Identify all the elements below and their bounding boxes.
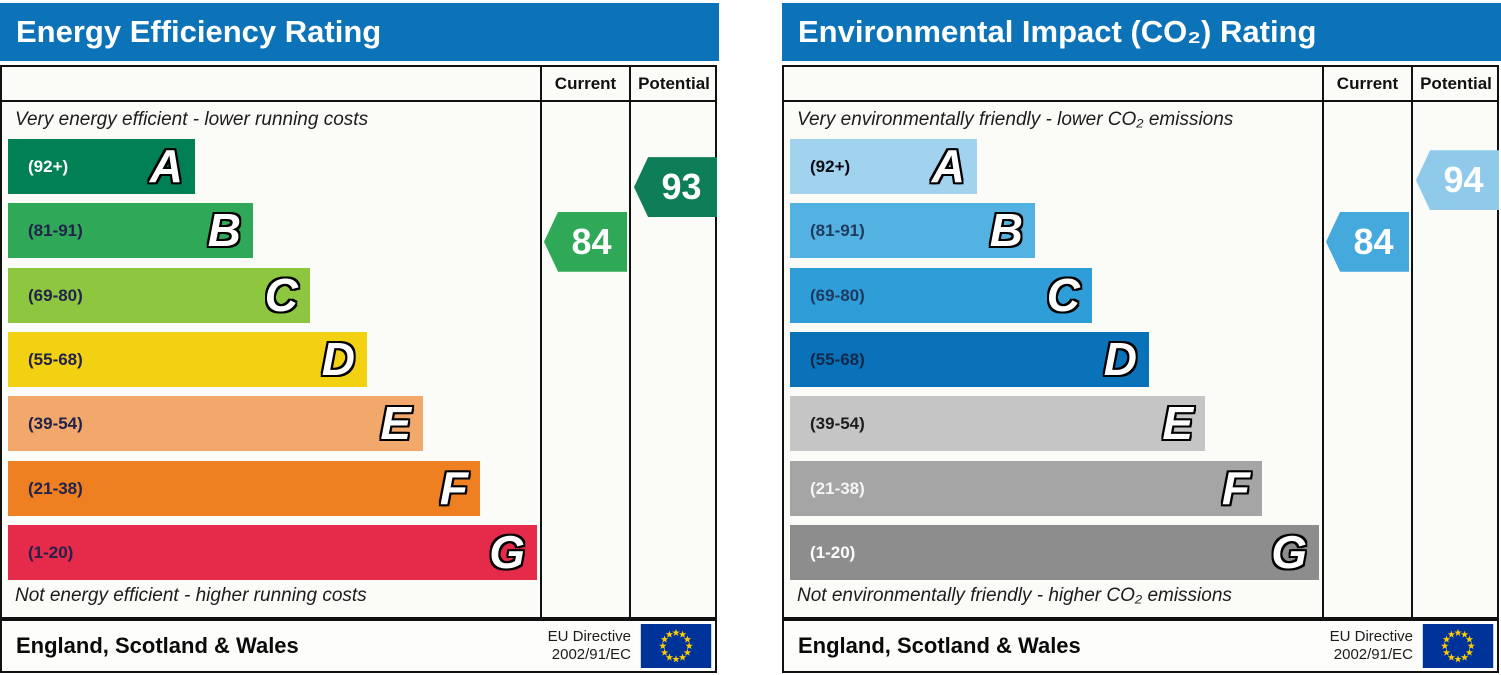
current-rating-arrow: 84 xyxy=(1326,211,1409,272)
band-letter-F: F xyxy=(1221,461,1250,514)
environmental-impact-rating-panel: Environmental Impact (CO₂) Rating Curren… xyxy=(782,0,1501,675)
eu-directive-label: EU Directive 2002/91/EC xyxy=(1330,628,1413,664)
band-letter-A: A xyxy=(149,140,183,192)
eu-directive-line2: 2002/91/EC xyxy=(551,646,631,663)
potential-rating-arrow: 93 xyxy=(634,157,717,218)
band-row-A: (92+) A xyxy=(790,139,977,194)
band-letter-D: D xyxy=(321,332,355,385)
current-column-header: Current xyxy=(554,74,617,93)
current-rating-arrow: 84 xyxy=(544,211,627,272)
panel-title: Environmental Impact (CO₂) Rating xyxy=(782,3,1501,61)
band-range-label-A: (92+) xyxy=(28,157,69,176)
band-range-label-B: (81-91) xyxy=(810,221,865,241)
rating-bands: 84 93 (92+) A (81-91) B (69-80) C (55-68) D (39-… xyxy=(8,139,717,581)
band-row-E: (39-54) E xyxy=(790,396,1205,452)
band-row-F: (21-38) F xyxy=(8,460,480,516)
energy-efficiency-rating-panel: Energy Efficiency Rating Current Potenti… xyxy=(0,0,719,675)
band-range-label-C: (69-80) xyxy=(28,285,83,305)
band-letter-B: B xyxy=(207,204,241,257)
footer-bar: England, Scotland & Wales EU Directive 2… xyxy=(0,619,717,673)
eu-flag-icon xyxy=(1422,624,1494,668)
top-caption: Very environmentally friendly - lower CO… xyxy=(797,109,1234,130)
eu-directive-label: EU Directive 2002/91/EC xyxy=(548,628,631,664)
table-header-row: Current Potential xyxy=(2,67,715,102)
top-caption: Very energy efficient - lower running co… xyxy=(15,109,369,130)
band-range-label-D: (55-68) xyxy=(810,349,865,369)
rating-bands: 84 94 (92+) A (81-91) B (69-80) C (55-68) D (39-… xyxy=(790,139,1499,581)
band-letter-G: G xyxy=(1271,525,1307,578)
region-label: England, Scotland & Wales xyxy=(16,633,299,658)
rating-table: Current Potential Very energy efficient … xyxy=(0,65,717,619)
band-row-E: (39-54) E xyxy=(8,396,423,452)
band-letter-E: E xyxy=(1162,397,1193,450)
band-row-G: (1-20) G xyxy=(790,524,1319,580)
eu-directive-line1: EU Directive xyxy=(1329,628,1413,645)
bottom-caption: Not environmentally friendly - higher CO… xyxy=(797,585,1232,606)
band-letter-F: F xyxy=(439,461,468,514)
panel-title: Energy Efficiency Rating xyxy=(0,3,719,61)
potential-rating-arrow: 94 xyxy=(1416,150,1499,211)
band-letter-B: B xyxy=(989,204,1023,257)
band-range-label-C: (69-80) xyxy=(810,285,865,305)
band-range-label-B: (81-91) xyxy=(28,221,83,241)
eu-directive-line1: EU Directive xyxy=(547,628,631,645)
table-header-row: Current Potential xyxy=(784,67,1497,102)
band-range-label-A: (92+) xyxy=(810,157,851,176)
band-row-C: (69-80) C xyxy=(790,267,1092,323)
band-range-label-D: (55-68) xyxy=(28,349,83,369)
band-letter-C: C xyxy=(1046,268,1080,321)
footer-bar: England, Scotland & Wales EU Directive 2… xyxy=(782,619,1499,673)
band-letter-C: C xyxy=(264,268,298,321)
band-letter-E: E xyxy=(380,397,411,450)
column-divider xyxy=(1411,67,1413,617)
column-divider xyxy=(1322,67,1324,617)
band-row-A: (92+) A xyxy=(8,139,195,194)
band-row-D: (55-68) D xyxy=(8,331,367,387)
band-range-label-E: (39-54) xyxy=(28,414,83,434)
band-row-C: (69-80) C xyxy=(8,267,310,323)
column-divider xyxy=(540,67,542,617)
band-row-B: (81-91) B xyxy=(8,203,253,259)
potential-column-header: Potential xyxy=(638,74,710,93)
eu-flag-icon xyxy=(640,624,712,668)
band-letter-G: G xyxy=(489,525,525,578)
band-row-B: (81-91) B xyxy=(790,203,1035,259)
region-label: England, Scotland & Wales xyxy=(798,633,1081,658)
band-row-G: (1-20) G xyxy=(8,524,537,580)
band-range-label-E: (39-54) xyxy=(810,414,865,434)
band-range-label-F: (21-38) xyxy=(28,478,83,498)
bottom-caption: Not energy efficient - higher running co… xyxy=(15,585,367,606)
band-letter-D: D xyxy=(1103,332,1137,385)
band-letter-A: A xyxy=(931,140,965,192)
rating-table: Current Potential Very environmentally f… xyxy=(782,65,1499,619)
band-range-label-F: (21-38) xyxy=(810,478,865,498)
band-range-label-G: (1-20) xyxy=(810,542,856,562)
band-row-F: (21-38) F xyxy=(790,460,1262,516)
eu-directive-line2: 2002/91/EC xyxy=(1333,646,1413,663)
band-range-label-G: (1-20) xyxy=(28,542,74,562)
potential-column-header: Potential xyxy=(1420,74,1492,93)
column-divider xyxy=(629,67,631,617)
band-row-D: (55-68) D xyxy=(790,331,1149,387)
current-column-header: Current xyxy=(1336,74,1399,93)
